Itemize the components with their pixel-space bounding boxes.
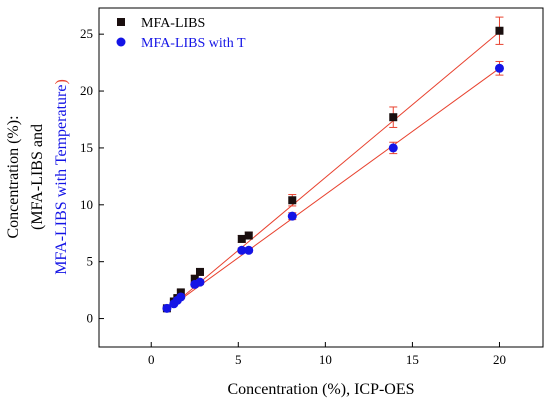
y-axis-title-line-3: MFA-LIBS with Temperature) (53, 79, 70, 275)
point-mfa-libs (288, 196, 297, 205)
plot-frame (98, 7, 544, 348)
point-mfa-libs-with-t (237, 245, 247, 255)
y-axis-title-3: MFA-LIBS with Temperature) (53, 79, 70, 275)
x-tick-label: 0 (148, 352, 155, 367)
y-axis-title: Concentration (%): (5, 115, 22, 238)
fit-line-mfa-libs (166, 31, 500, 311)
x-tick-label: 15 (406, 352, 419, 367)
y-tick-label: 20 (80, 83, 93, 98)
point-mfa-libs (495, 26, 504, 35)
x-tick-label: 20 (493, 352, 506, 367)
point-mfa-libs (190, 274, 199, 283)
axis-ticks: 0 5 10 15 20 0 5 10 15 20 25 (80, 26, 506, 367)
y-tick-label: 25 (80, 26, 93, 41)
x-axis-title: Concentration (%), ICP-OES (227, 381, 414, 398)
x-tick-label: 10 (319, 352, 332, 367)
legend-marker-mfa-libs (117, 18, 125, 26)
point-mfa-libs (176, 288, 185, 297)
y-axis-title-red-part: ) (53, 79, 70, 84)
y-axis-title-line-2: (MFA-LIBS and (29, 124, 46, 230)
x-tick-label: 5 (235, 352, 242, 367)
y-tick-label: 10 (80, 197, 93, 212)
fit-line-mfa-libs-with-t (166, 67, 500, 310)
point-mfa-libs-with-t (494, 63, 504, 73)
point-mfa-libs (195, 267, 204, 276)
point-mfa-libs-with-t (388, 143, 398, 153)
legend: MFA-LIBS MFA-LIBS with T (116, 16, 246, 51)
point-mfa-libs-with-t (195, 277, 205, 287)
y-tick-label: 15 (80, 140, 93, 155)
data-marks (162, 16, 504, 313)
legend-label-mfa-libs-with-t: MFA-LIBS with T (141, 36, 246, 51)
point-mfa-libs (237, 234, 246, 243)
y-axis-title-2: (MFA-LIBS and (29, 124, 46, 230)
point-mfa-libs-with-t (244, 245, 254, 255)
legend-marker-mfa-libs-with-t (116, 37, 126, 47)
point-mfa-libs-with-t (287, 211, 297, 221)
y-tick-label: 5 (87, 254, 94, 269)
point-mfa-libs-with-t (162, 303, 172, 313)
fit-lines (166, 31, 500, 311)
y-axis-title-line-1: Concentration (%): (5, 115, 22, 238)
legend-label-mfa-libs: MFA-LIBS (141, 16, 205, 31)
y-axis-title-blue-part: MFA-LIBS with Temperature (53, 85, 70, 275)
point-mfa-libs (389, 113, 398, 122)
point-mfa-libs-with-t (176, 292, 186, 302)
y-tick-label: 0 (87, 311, 94, 326)
point-mfa-libs (244, 231, 253, 240)
